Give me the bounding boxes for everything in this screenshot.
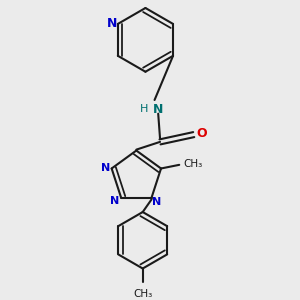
Text: N: N — [152, 197, 161, 207]
Text: CH₃: CH₃ — [184, 159, 203, 169]
Text: H: H — [140, 104, 148, 114]
Text: O: O — [196, 127, 207, 140]
Text: N: N — [107, 16, 118, 29]
Text: N: N — [100, 163, 110, 172]
Text: CH₃: CH₃ — [133, 289, 152, 298]
Text: N: N — [153, 103, 164, 116]
Text: N: N — [110, 196, 119, 206]
